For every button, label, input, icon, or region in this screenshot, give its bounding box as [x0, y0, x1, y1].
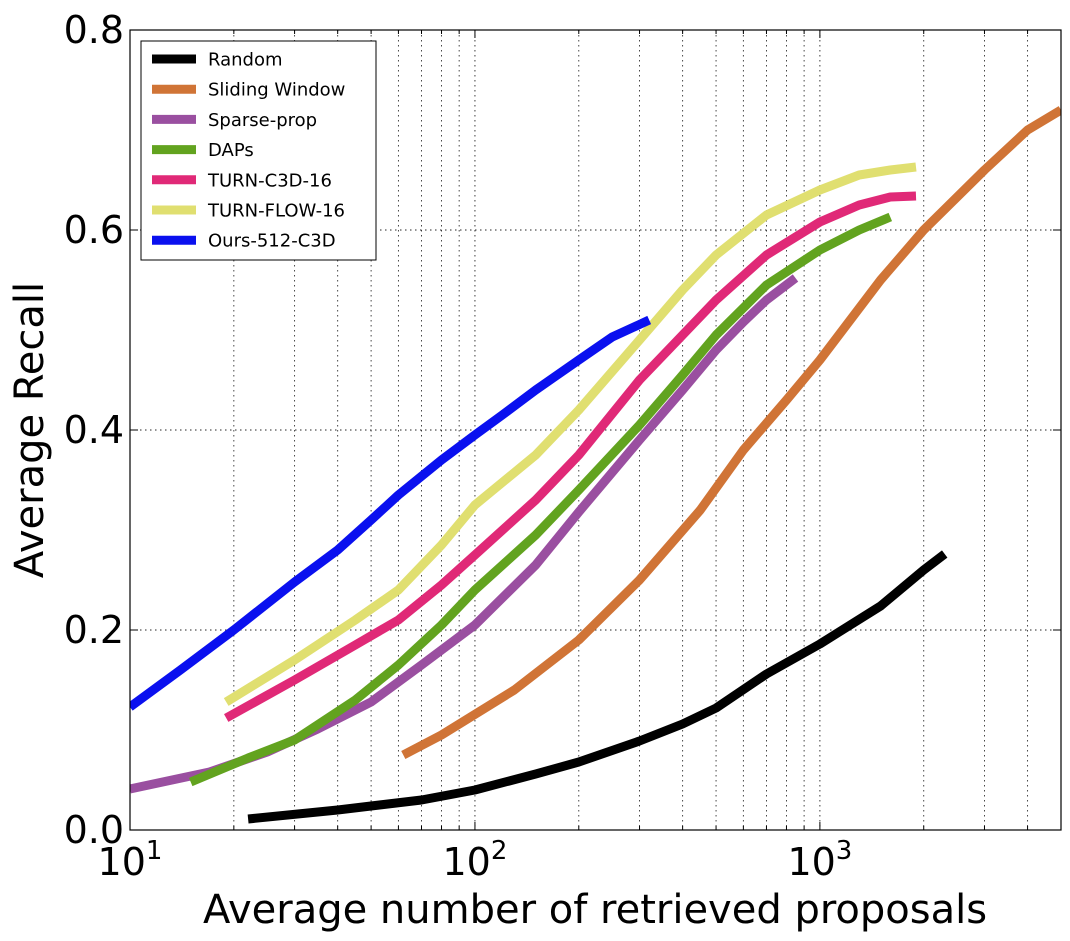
- legend-label: TURN-FLOW-16: [207, 201, 345, 222]
- y-tick-label: 0.6: [64, 208, 124, 252]
- series-line-ours-512-c3d: [130, 315, 652, 711]
- y-tick-label: 0.4: [64, 408, 124, 452]
- x-tick-label: 103: [787, 836, 852, 884]
- legend-label: Sliding Window: [208, 80, 345, 101]
- y-axis-label: Average Recall: [7, 282, 53, 578]
- y-tick-label: 0.8: [64, 8, 124, 52]
- series-line-turn-c3d-16: [224, 191, 917, 722]
- legend-label: Ours-512-C3D: [208, 231, 336, 252]
- x-axis-label: Average number of retrieved proposals: [203, 887, 987, 933]
- y-tick-label: 0.0: [64, 808, 124, 852]
- series-line-sliding-window: [401, 106, 1061, 759]
- legend-label: Sparse-prop: [208, 110, 317, 131]
- legend: Random Sliding Window Sparse-prop DAPs TURN-…: [140, 40, 377, 261]
- x-tick-label: 102: [442, 836, 507, 884]
- legend-label: Random: [208, 50, 283, 71]
- series-line-daps: [188, 212, 893, 787]
- legend-label: TURN-C3D-16: [207, 170, 332, 191]
- y-tick-label: 0.2: [64, 608, 124, 652]
- tick-layer: 101 102 103 0.0 0.2 0.4 0.6 0.8: [64, 8, 1062, 884]
- x-tick-label: 101: [98, 836, 163, 884]
- series-line-random: [247, 550, 948, 824]
- series-layer: [130, 106, 1061, 824]
- series-line-turn-flow-16: [223, 162, 917, 706]
- legend-label: DAPs: [208, 140, 254, 161]
